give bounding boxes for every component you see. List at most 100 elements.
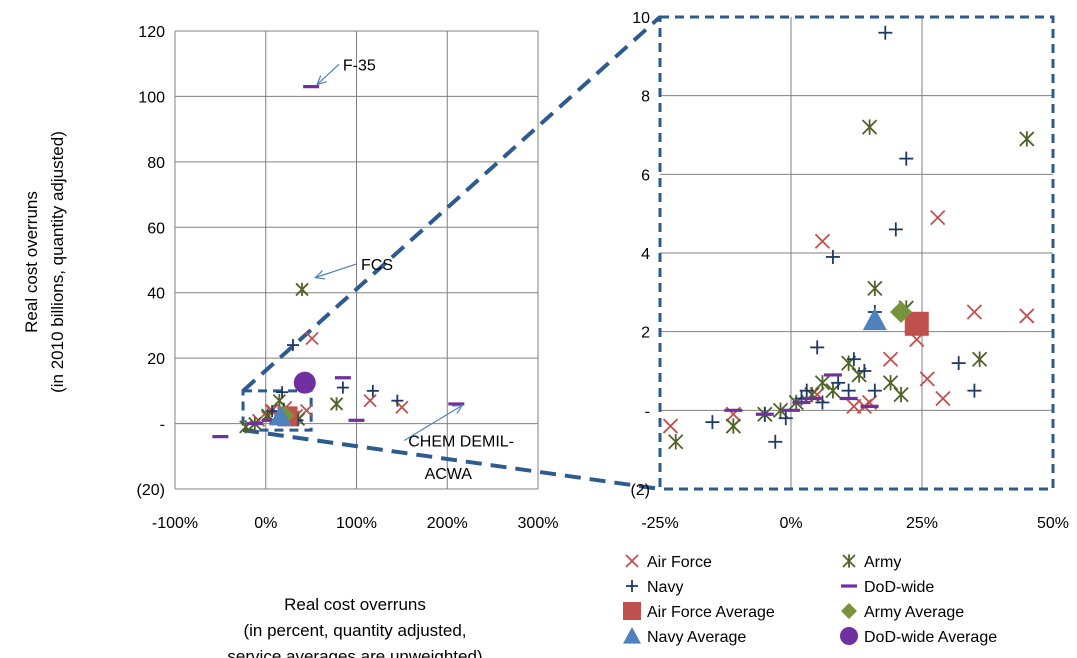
zoom-tick-labels: (2) - 2 4 6 8 10 -25% 0% 25% 50%	[630, 10, 1069, 532]
zoom-point-navy	[810, 340, 825, 355]
legend-marker-army	[842, 554, 856, 568]
main-x-tick-label: 300%	[518, 515, 559, 532]
zoom-point-navy	[799, 383, 814, 398]
annotation-fcs: FCS	[361, 257, 393, 274]
zoom-point-army	[972, 351, 988, 367]
zoom-x-tick-label: 50%	[1037, 515, 1069, 532]
zoom-region-box	[241, 389, 313, 432]
zoom-point-army	[861, 119, 878, 135]
main-tick-labels: (20) - 20 40 60 80 100 120 -100% 0% 100% 200% 300%	[137, 24, 559, 532]
zoom-point-navy	[778, 411, 793, 426]
main-x-tick-label: -100%	[152, 515, 198, 532]
zoom-point-army	[668, 434, 684, 450]
zoom-point-navy	[878, 25, 893, 40]
legend-marker-navy	[626, 580, 638, 592]
zoom-point-army	[1019, 131, 1035, 147]
main-point-air-force	[305, 331, 319, 346]
legend-item-air-force-average: Air Force Average	[623, 602, 775, 621]
annotation-f-35: F-35	[343, 57, 376, 74]
legend-marker-navy-average	[623, 627, 641, 644]
legend-item-army: Army	[842, 554, 901, 571]
zoom-point-navy	[815, 395, 830, 410]
main-data-points	[212, 85, 465, 439]
zoom-point-air-force	[882, 351, 899, 367]
main-point-navy-average	[269, 405, 292, 426]
main-y-tick-label: 120	[138, 24, 165, 41]
zoom-point-navy	[967, 383, 982, 398]
zoom-x-tick-label: 0%	[779, 515, 802, 532]
axis-titles: Real cost overruns (in 2010 billions, qua…	[22, 131, 483, 658]
zoom-point-navy	[705, 415, 720, 430]
zoom-y-tick-label: 6	[641, 167, 650, 184]
zoom-point-army	[867, 280, 883, 297]
zoom-x-tick-label: 25%	[906, 515, 938, 532]
main-point-navy	[286, 339, 299, 352]
main-point-navy	[336, 381, 349, 394]
legend-item-dod-wide-average: DoD-wide Average	[840, 627, 997, 646]
legend-label-air-force-average: Air Force Average	[647, 604, 775, 621]
zoom-point-army	[725, 418, 741, 434]
zoom-point-army	[814, 375, 831, 391]
legend-label-army-average: Army Average	[864, 604, 964, 621]
annotation-chem-demil: CHEM DEMIL-	[408, 433, 514, 450]
main-y-tick-label: 100	[138, 89, 165, 106]
legend-item-navy-average: Navy Average	[623, 627, 746, 646]
zoom-y-tick-label: 8	[641, 89, 650, 106]
annotations: F-35 FCS CHEM DEMIL- ACWA	[314, 57, 514, 483]
main-x-axis-title: Real cost overruns (in percent, quantity …	[227, 595, 482, 658]
legend-label-navy-average: Navy Average	[647, 629, 746, 646]
zoom-y-tick-label: (2)	[630, 482, 650, 499]
zoom-point-navy	[888, 222, 903, 237]
zoom-connector-bottom	[242, 428, 661, 491]
main-y-tick-label: 80	[147, 155, 165, 172]
annotation-arrow	[316, 63, 340, 86]
zoom-point-army	[893, 386, 909, 403]
main-y-axis-title-line: (in 2010 billions, quantity adjusted)	[48, 131, 67, 393]
legend-label-navy: Navy	[647, 579, 683, 596]
main-point-army	[329, 397, 344, 411]
main-x-axis-title-line: Real cost overruns	[284, 595, 426, 614]
main-x-axis-title-line: (in percent, quantity adjusted,	[243, 621, 466, 640]
main-point-navy	[276, 386, 289, 399]
legend: Air Force Army Navy DoD-wide Air Force Avera…	[623, 554, 997, 646]
zoom-connector-lines	[241, 15, 1055, 491]
zoom-point-navy	[825, 249, 840, 264]
annotation-arrowhead	[314, 270, 326, 280]
zoom-data-points	[662, 25, 1035, 450]
main-y-tick-label: (20)	[137, 482, 165, 499]
main-x-tick-label: 0%	[254, 515, 277, 532]
zoom-point-navy-average	[862, 307, 887, 331]
zoom-point-air-force	[1019, 308, 1035, 324]
legend-label-dod-wide: DoD-wide	[864, 579, 934, 596]
zoom-point-navy	[899, 151, 914, 166]
main-y-tick-label: 60	[147, 220, 165, 237]
zoom-point-air-force-average	[904, 311, 929, 336]
annotation-arrowhead	[452, 404, 464, 414]
zoom-gridlines	[660, 17, 1053, 489]
legend-label-dod-wide-average: DoD-wide Average	[864, 629, 997, 646]
zoom-y-tick-label: -	[645, 403, 650, 420]
zoom-point-air-force	[662, 418, 679, 434]
zoom-point-navy	[857, 364, 872, 378]
main-x-tick-label: 200%	[427, 515, 468, 532]
main-y-tick-label: 40	[147, 286, 165, 303]
zoom-point-navy	[846, 352, 861, 367]
annotation-acwa: ACWA	[425, 466, 473, 483]
zoom-point-army	[882, 375, 899, 391]
main-y-tick-label: -	[160, 417, 165, 434]
legend-marker-army-average	[841, 603, 857, 619]
main-point-dod-wide-average	[293, 371, 316, 394]
legend-item-dod-wide: DoD-wide	[841, 579, 934, 596]
zoom-point-navy	[867, 383, 882, 398]
annotation-arrow	[403, 404, 463, 441]
legend-marker-air-force-average	[623, 602, 641, 620]
zoom-point-air-force	[814, 233, 831, 249]
legend-marker-air-force	[625, 554, 639, 568]
main-x-tick-label: 100%	[336, 515, 377, 532]
annotation-arrow	[315, 263, 358, 279]
legend-label-army: Army	[864, 554, 901, 571]
zoom-point-navy	[831, 375, 846, 390]
legend-item-navy: Navy	[626, 579, 683, 596]
zoom-point-air-force	[966, 304, 983, 320]
